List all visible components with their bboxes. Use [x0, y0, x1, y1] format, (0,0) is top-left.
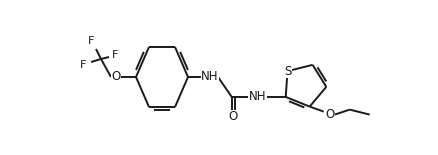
- Text: NH: NH: [249, 90, 266, 103]
- Text: O: O: [325, 108, 334, 121]
- Text: NH: NH: [201, 71, 219, 84]
- Text: F: F: [80, 60, 86, 70]
- Text: O: O: [111, 71, 120, 84]
- Text: O: O: [229, 110, 238, 123]
- Text: F: F: [88, 36, 94, 46]
- Text: S: S: [284, 65, 291, 78]
- Text: F: F: [112, 50, 118, 60]
